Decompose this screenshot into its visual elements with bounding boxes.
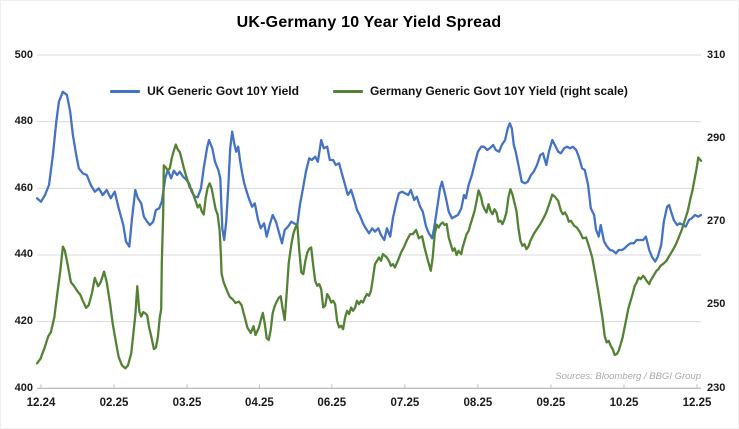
y-axis-right-label: 310 [707,48,726,61]
germany-line-swatch-icon [332,89,363,93]
uk-line-swatch-icon [110,89,141,93]
x-axis-label: 02.25 [99,397,129,409]
y-axis-left-label: 480 [14,115,33,128]
x-axis-label: 12.24 [26,397,56,409]
x-axis-label: 09.25 [536,397,566,409]
legend-item-germany: Germany Generic Govt 10Y Yield (right sc… [332,84,628,98]
x-axis-label: 04.25 [245,397,274,409]
x-axis-label: 12.25 [682,397,712,409]
x-axis-label: 08.25 [463,397,493,409]
source-note: Sources: Bloomberg / BBGI Group [555,371,701,382]
germany-series-line [35,143,703,370]
y-axis-left-label: 400 [14,381,33,394]
x-axis-label: 07.25 [390,397,420,409]
y-axis-left-label: 500 [14,48,33,61]
x-axis-label: 03.25 [172,397,202,409]
x-axis-label: 10.25 [609,397,639,409]
x-axis-label: 06.25 [317,397,347,409]
uk-series-line [35,90,703,263]
y-axis-right-label: 290 [707,131,726,144]
legend-label-uk: UK Generic Govt 10Y Yield [147,84,299,98]
y-axis-left-label: 460 [14,181,33,194]
chart-title: UK-Germany 10 Year Yield Spread [236,14,502,31]
y-axis-right-label: 270 [707,215,726,228]
y-axis-left-label: 440 [14,248,33,261]
y-axis-left-label: 420 [14,315,33,328]
legend: UK Generic Govt 10Y Yield Germany Generi… [37,83,701,99]
y-axis-right-label: 230 [707,381,726,394]
legend-item-uk: UK Generic Govt 10Y Yield [110,84,299,98]
legend-label-germany: Germany Generic Govt 10Y Yield (right sc… [369,84,628,98]
y-axis-right-label: 250 [707,298,726,311]
